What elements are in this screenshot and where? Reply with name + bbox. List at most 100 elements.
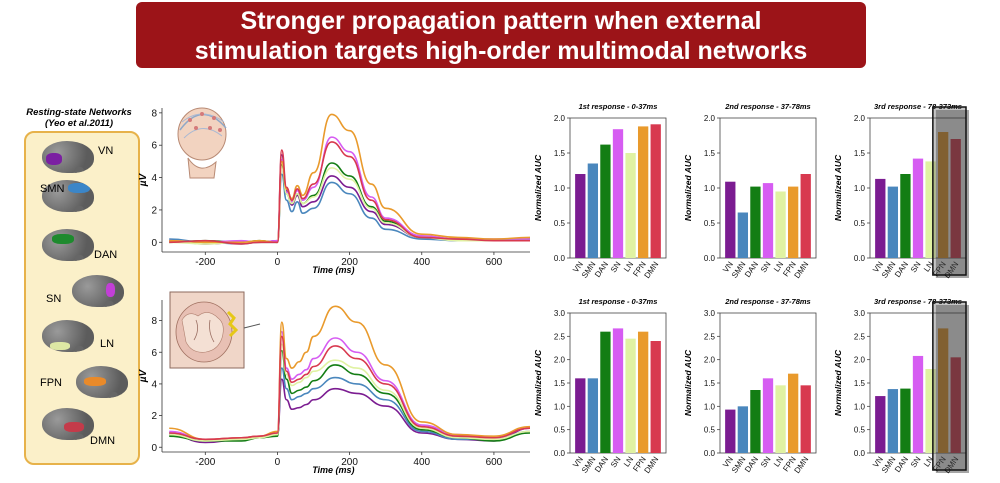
dan-region <box>52 234 74 244</box>
bar-vn <box>575 174 586 258</box>
x-tick-label: -200 <box>195 257 215 268</box>
bar-chart-title: 1st response - 0-37ms <box>579 102 658 111</box>
y-tick-label: 1.5 <box>554 379 566 388</box>
x-tick-label: SN <box>759 260 773 274</box>
x-tick-label: 200 <box>341 257 358 268</box>
x-tick-label: SN <box>759 455 773 469</box>
y-tick-label: 1.0 <box>854 184 866 193</box>
bar-dmn <box>650 341 661 453</box>
bar-dan <box>600 144 611 258</box>
bar-sn <box>762 183 774 258</box>
y-tick-label: 2.5 <box>704 332 716 341</box>
y-tick-label: 0 <box>151 238 157 249</box>
bar-dmn <box>950 139 961 258</box>
y-tick-label: 1.0 <box>554 402 566 411</box>
y-tick-label: 0.0 <box>854 254 866 263</box>
y-tick-label: 4 <box>151 173 157 184</box>
y-tick-label: 0.0 <box>854 449 866 458</box>
bar-dan <box>750 186 761 258</box>
bar-dan <box>750 390 761 453</box>
y-axis-label: Normalized AUC <box>533 349 543 416</box>
bar-dan <box>900 388 911 453</box>
highlight-box <box>932 301 967 471</box>
y-axis-label: Normalized AUC <box>833 349 843 416</box>
series-line-smn <box>169 367 531 442</box>
series-line-dmn <box>169 141 530 245</box>
bar-sn <box>912 158 924 258</box>
y-axis-label: Normalized AUC <box>683 154 693 221</box>
y-tick-label: 8 <box>151 108 157 119</box>
y-tick-label: 2.5 <box>854 332 866 341</box>
y-tick-label: 2.0 <box>854 356 866 365</box>
y-tick-label: 3.0 <box>704 309 716 318</box>
series-line-dmn <box>169 335 531 441</box>
y-tick-label: 0 <box>151 443 157 454</box>
bar-vn <box>725 409 736 453</box>
brain-icon-vn <box>42 141 94 173</box>
bar-fpn <box>637 331 649 453</box>
title-line-2: stimulation targets high-order multimoda… <box>194 37 808 65</box>
bar-ln <box>925 161 936 258</box>
x-tick-label: 200 <box>341 457 358 468</box>
x-tick-label: -200 <box>195 457 215 468</box>
brain-icon-fpn <box>76 366 128 398</box>
bar-ln <box>625 153 636 258</box>
bar-dan <box>900 174 911 258</box>
x-tick-label: DMN <box>643 455 661 475</box>
y-tick-label: 2.0 <box>704 356 716 365</box>
x-tick-label: SN <box>909 455 923 469</box>
x-tick-label: 600 <box>486 457 503 468</box>
legend-label-dmn: DMN <box>90 435 116 447</box>
x-tick-label: DMN <box>793 455 811 475</box>
series-line-smn <box>169 173 530 245</box>
y-tick-label: 4 <box>151 379 157 390</box>
bar-sn <box>612 129 624 258</box>
bar-chart-title: 3rd response - 78-373ms <box>874 297 962 306</box>
head-eeg-illustration <box>177 107 227 179</box>
y-tick-label: 1.0 <box>704 402 716 411</box>
y-tick-label: 0.0 <box>704 254 716 263</box>
y-axis-label: Normalized AUC <box>533 154 543 221</box>
bar-fpn <box>787 373 799 453</box>
bar-vn <box>575 378 586 453</box>
bar-smn <box>587 378 599 453</box>
bar-dmn <box>650 124 661 258</box>
legend-title-line-1: Resting-state Networks <box>26 107 132 118</box>
y-axis-label: Normalized AUC <box>833 154 843 221</box>
y-tick-label: 3.0 <box>854 309 866 318</box>
bar-fpn <box>937 328 949 453</box>
ln-region <box>50 342 70 350</box>
legend-label-sn: SN <box>46 293 62 305</box>
y-tick-label: 2.5 <box>554 332 566 341</box>
series-line-vn <box>169 378 531 444</box>
bar-ln <box>925 369 936 453</box>
bar-chart-title: 3rd response - 78-373ms <box>874 102 962 111</box>
bar-smn <box>737 212 749 258</box>
y-tick-label: 1.5 <box>704 149 716 158</box>
bar-fpn <box>787 186 799 258</box>
brain-slice-illustration <box>169 291 261 369</box>
y-tick-label: 2 <box>151 411 157 422</box>
brain-icon-dan <box>42 229 94 261</box>
bar-ln <box>775 191 786 258</box>
bar-fpn <box>937 132 949 258</box>
y-tick-label: 1.5 <box>554 149 566 158</box>
x-axis-label: Time (ms) <box>312 265 354 275</box>
legend-label-dan: DAN <box>94 249 118 261</box>
auc-bar-chart-bottom-3: 3rd response - 78-373ms 0.0 0.5 1.0 1.5 2.0 2.… <box>833 297 969 475</box>
bar-vn <box>725 181 736 258</box>
highlight-shadow <box>935 110 969 278</box>
sn-region <box>106 283 115 297</box>
y-tick-label: 2.0 <box>704 114 716 123</box>
bar-dmn <box>950 357 961 453</box>
bar-smn <box>887 186 899 258</box>
bar-dan <box>600 331 611 453</box>
bar-sn <box>612 328 624 453</box>
y-tick-label: 0.5 <box>704 426 716 435</box>
y-tick-label: 0.0 <box>704 449 716 458</box>
y-tick-label: 1.5 <box>854 379 866 388</box>
x-tick-label: SN <box>909 260 923 274</box>
x-tick-label: 0 <box>275 257 281 268</box>
bar-chart-title: 2nd response - 37-78ms <box>724 297 810 306</box>
y-axis-label: µV <box>138 172 149 187</box>
